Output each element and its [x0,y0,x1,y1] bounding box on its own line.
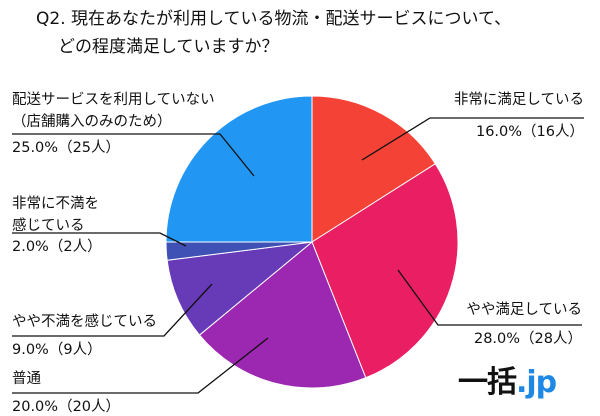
slice-label-5-1: （店舗購入のみのため） [12,113,172,130]
slice-value-label-4: 2.0%（2人） [12,238,102,255]
pie-slice-2 [198,241,367,389]
slice-label-0-0: 非常に満足している [454,91,584,108]
pie-slice-0 [311,95,436,243]
chart-title-line-2: どの程度満足していますか？ [58,37,279,57]
leader-lines [12,117,584,394]
slice-value-label-0: 16.0%（16人） [476,123,584,140]
pie-slices [165,95,459,389]
chart-title-line-1: Q2. 現在あなたが利用している物流・配送サービスについて、 [36,9,511,29]
slice-value-label-3: 9.0%（9人） [12,341,102,358]
slice-label-2-0: 普通 [12,370,41,387]
leader-line-2 [12,337,269,394]
pie-slice-3 [166,241,314,336]
slice-labels: 非常に満足している 16.0%（16人） やや満足している 28.0%（28人） 普通 2… [12,91,584,415]
ikkatsu-logo: 一括.jp [458,365,557,400]
slice-value-label-5: 25.0%（25人） [12,139,120,156]
slice-label-4-1: 感じている [12,217,85,234]
leader-line-0 [361,117,584,161]
leader-line-4 [12,232,187,247]
leader-line-1 [397,269,582,326]
pie-slice-1 [311,163,459,379]
slice-value-label-1: 28.0%（28人） [474,330,582,347]
pie-slice-5 [165,95,313,243]
slice-label-3-0: やや不満を感じている [12,313,157,330]
leader-line-3 [12,283,213,337]
slice-value-label-2: 20.0%（20人） [12,398,120,415]
slice-label-4-0: 非常に不満を [12,195,99,212]
leader-line-5 [12,133,255,177]
slice-label-5-0: 配送サービスを利用していない [12,91,215,108]
slice-label-1-0: やや満足している [466,301,582,318]
